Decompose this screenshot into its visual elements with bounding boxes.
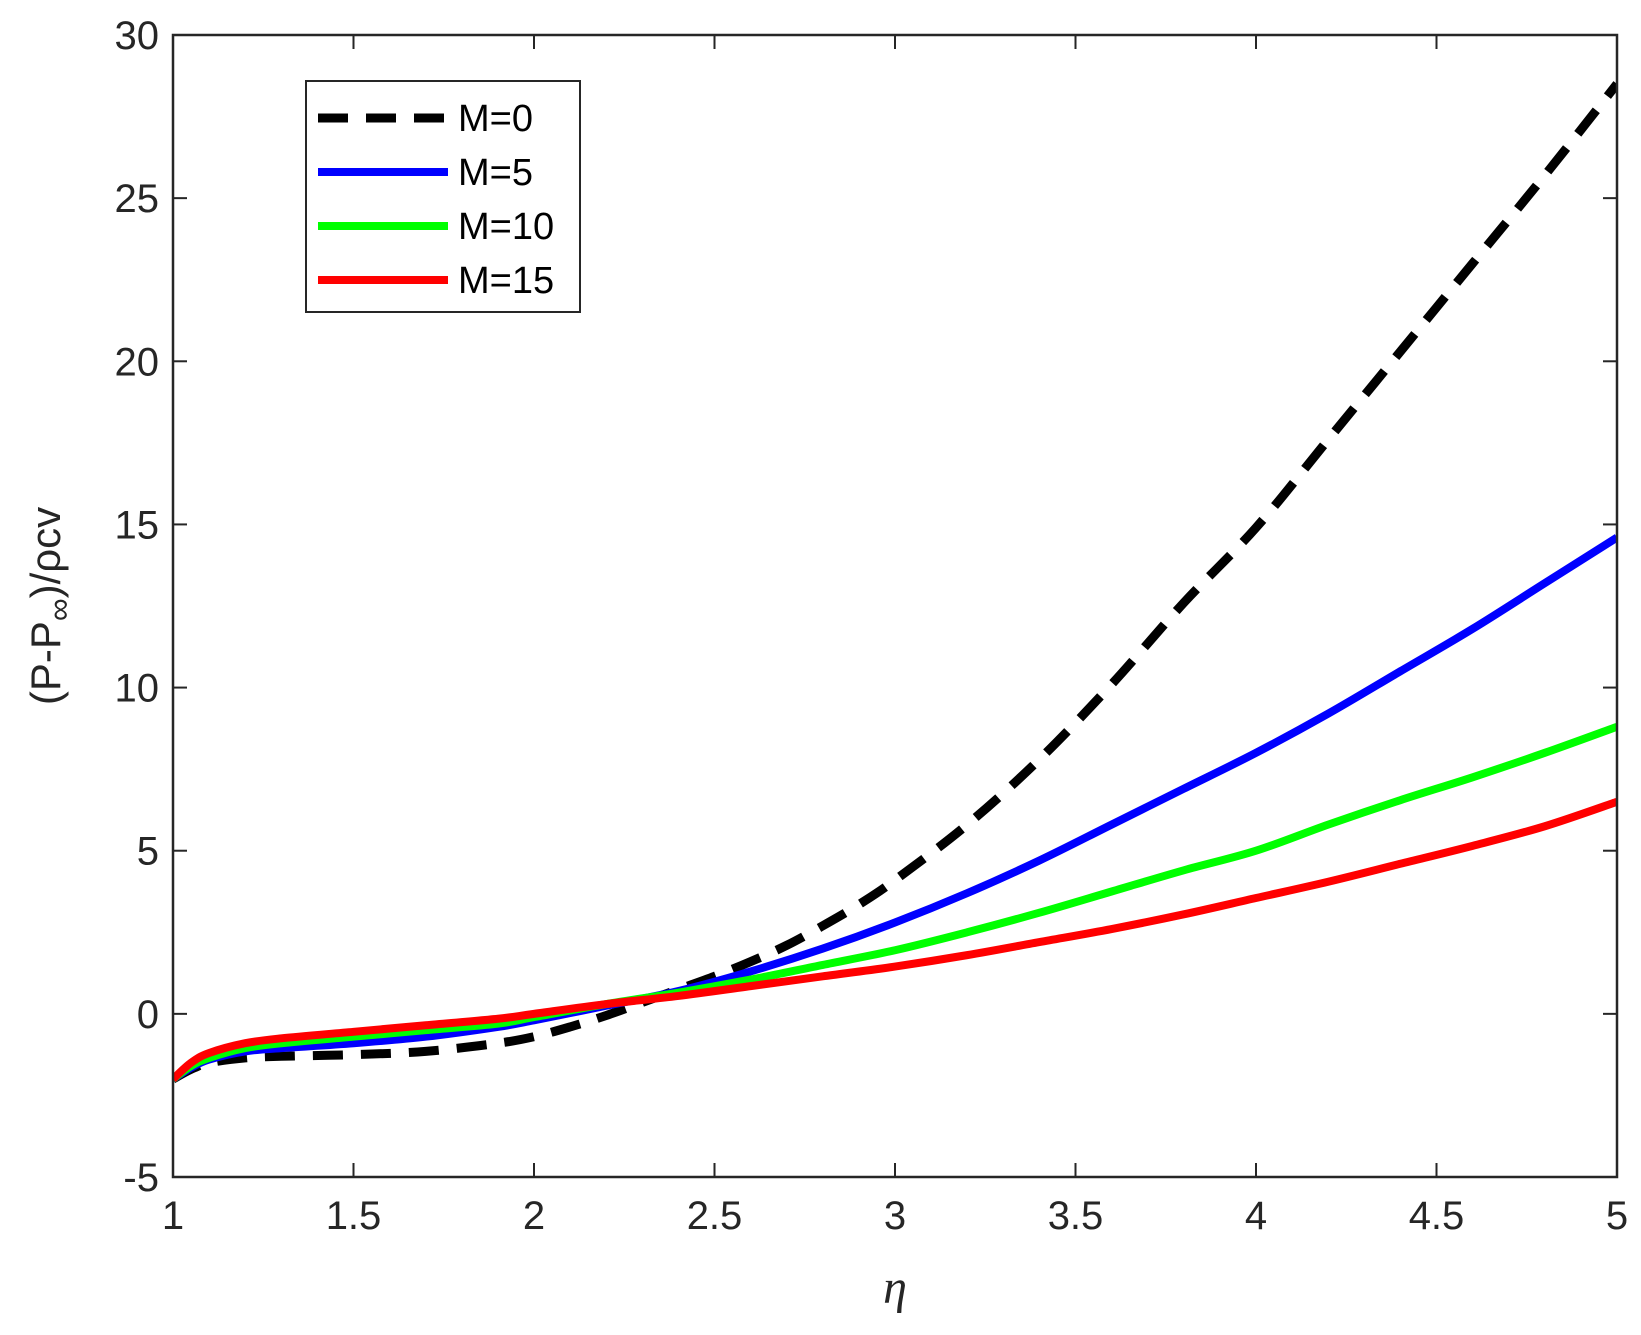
y-tick-label: 15 [115,503,160,547]
y-tick-label: 0 [137,993,159,1037]
y-axis-title-prefix: (P-P [22,621,69,705]
series-line-m-10 [173,722,1617,1083]
series-line-m-5 [173,534,1617,1083]
series-layer [173,81,1617,1084]
y-axis-title-subscript: ∞ [41,598,77,621]
x-tick-label: 4 [1245,1194,1267,1238]
legend-label-m-10: M=10 [458,206,554,248]
legend-label-m-15: M=15 [458,260,554,302]
y-tick-label: 30 [115,14,160,58]
x-axis-title: η [883,1261,907,1314]
y-axis-title: (P-P∞)/ρcv [22,507,77,705]
y-axis-title-suffix: )/ρcv [22,507,69,599]
y-tick-label: -5 [123,1156,159,1200]
legend-label-m-5: M=5 [458,152,533,194]
x-tick-label: 2 [523,1194,545,1238]
y-tick-label: 10 [115,667,160,711]
x-tick-label: 2.5 [687,1194,743,1238]
x-tick-label: 4.5 [1409,1194,1465,1238]
x-tick-label: 3.5 [1048,1194,1104,1238]
y-tick-label: 5 [137,830,159,874]
legend-label-m-0: M=0 [458,98,533,140]
x-tick-label: 5 [1606,1194,1628,1238]
x-tick-label: 3 [884,1194,906,1238]
legend: M=0 M=5 M=10 M=15 [305,80,581,313]
tick-layer: 1 1.5 2 2.5 3 3.5 4 4.5 5 -5 0 5 10 15 20 25 30 [115,14,1629,1238]
x-tick-label: 1.5 [326,1194,382,1238]
y-tick-label: 25 [115,177,160,221]
x-tick-label: 1 [162,1194,184,1238]
legend-items: M=0 M=5 M=10 M=15 [318,98,554,302]
y-tick-label: 20 [115,340,160,384]
series-line-m-0 [173,81,1617,1084]
series-line-m-15 [173,797,1617,1083]
